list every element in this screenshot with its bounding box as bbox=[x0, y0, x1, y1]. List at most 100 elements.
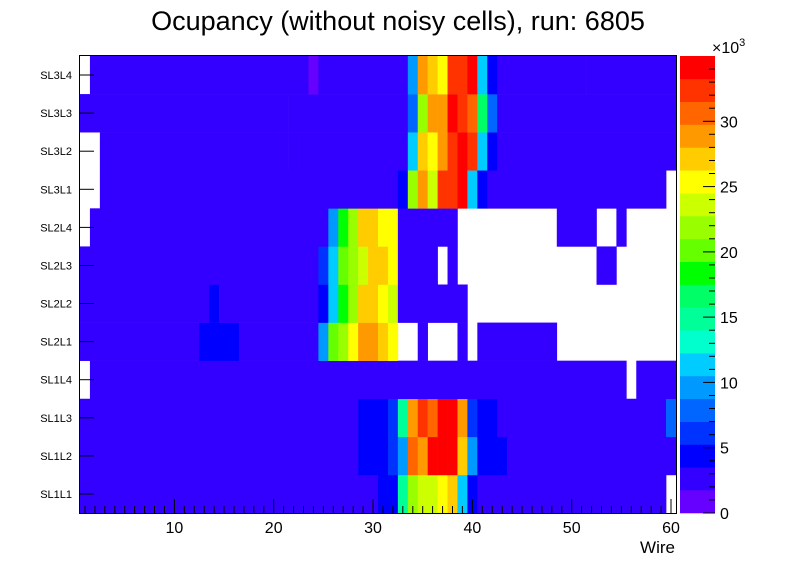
color-scale-exponent-base: ×10 bbox=[712, 40, 739, 57]
x-tick-label: 10 bbox=[166, 520, 184, 537]
heatmap-cell bbox=[397, 208, 458, 247]
heatmap-cell bbox=[457, 56, 468, 95]
heatmap-cell bbox=[666, 398, 677, 438]
heatmap-cell bbox=[447, 132, 458, 171]
heatmap-cell bbox=[417, 132, 428, 171]
color-scale-swatch bbox=[680, 56, 715, 80]
heatmap-cell bbox=[437, 170, 448, 209]
heatmap-cell bbox=[338, 284, 349, 323]
heatmap-cell bbox=[606, 170, 667, 209]
heatmap-cell bbox=[288, 94, 409, 133]
heatmap-cell bbox=[358, 246, 369, 285]
heatmap-cell bbox=[378, 474, 389, 514]
heatmap-cell bbox=[457, 132, 468, 171]
color-scale-swatch bbox=[680, 284, 715, 308]
heatmap-cell bbox=[338, 208, 349, 247]
heatmap-cell bbox=[407, 56, 419, 95]
heatmap-cell bbox=[348, 284, 359, 323]
heatmap-cell bbox=[407, 398, 419, 438]
y-tick-label: SL3L1 bbox=[40, 184, 72, 196]
color-scale-swatch bbox=[680, 421, 715, 445]
heatmap-cell bbox=[477, 398, 488, 438]
heatmap-cell bbox=[437, 436, 448, 476]
heatmap-cell bbox=[477, 322, 558, 361]
chart-title: Ocupancy (without noisy cells), run: 680… bbox=[151, 6, 645, 36]
color-scale-exponent-power: 3 bbox=[739, 37, 745, 49]
y-tick-label: SL2L2 bbox=[40, 299, 72, 311]
y-tick-label: SL2L4 bbox=[40, 222, 72, 234]
heatmap-cell bbox=[487, 94, 498, 133]
color-scale-swatch bbox=[680, 375, 715, 400]
heatmap-cell bbox=[427, 398, 438, 438]
z-tick-label: 5 bbox=[720, 441, 729, 458]
heatmap-cell bbox=[238, 322, 319, 361]
heatmap-cell bbox=[358, 208, 379, 247]
x-axis-ticks: 10 20 30 40 50 60 bbox=[84, 499, 680, 537]
color-scale-swatch bbox=[680, 353, 715, 377]
heatmap-cell bbox=[467, 436, 478, 476]
heatmap-cells bbox=[80, 56, 677, 514]
color-scale-swatch bbox=[680, 238, 715, 262]
heatmap-cell bbox=[89, 360, 627, 400]
heatmap-cell bbox=[387, 246, 399, 285]
heatmap-cell bbox=[427, 94, 438, 133]
color-scale-swatch bbox=[680, 170, 715, 194]
heatmap-cell bbox=[209, 284, 220, 323]
heatmap-cell bbox=[487, 398, 498, 438]
heatmap-cell bbox=[457, 398, 468, 438]
heatmap-cell bbox=[497, 94, 528, 133]
y-tick-label: SL3L3 bbox=[40, 108, 72, 120]
heatmap-cell bbox=[219, 284, 319, 323]
heatmap-cell bbox=[467, 170, 478, 209]
heatmap-cell bbox=[397, 284, 468, 323]
heatmap-cell bbox=[89, 208, 329, 247]
heatmap-cell bbox=[378, 322, 389, 361]
z-tick-label: 0 bbox=[720, 506, 729, 523]
heatmap-cell bbox=[80, 322, 200, 361]
heatmap-cell bbox=[80, 284, 210, 323]
z-tick-label: 25 bbox=[720, 180, 738, 197]
heatmap-cell bbox=[447, 94, 458, 133]
heatmap-cell bbox=[387, 474, 399, 514]
heatmap-cell bbox=[606, 56, 677, 95]
x-tick-label: 40 bbox=[464, 520, 482, 537]
heatmap-cell bbox=[467, 56, 478, 95]
color-scale-exponent: ×103 bbox=[712, 37, 745, 57]
heatmap-cell bbox=[437, 56, 448, 95]
y-tick-label: SL3L4 bbox=[40, 70, 72, 82]
z-tick-label: 30 bbox=[720, 114, 738, 131]
y-tick-label: SL1L4 bbox=[40, 375, 72, 387]
heatmap-cell bbox=[447, 436, 458, 476]
heatmap-cell bbox=[288, 132, 299, 171]
heatmap-cell bbox=[318, 56, 329, 95]
heatmap-cell bbox=[467, 398, 478, 438]
heatmap-cell bbox=[278, 132, 289, 171]
heatmap-cell bbox=[348, 322, 359, 361]
heatmap-cell bbox=[467, 94, 478, 133]
x-tick-label: 30 bbox=[364, 520, 382, 537]
y-tick-label: SL1L3 bbox=[40, 413, 72, 425]
heatmap-cell bbox=[527, 94, 538, 133]
heatmap-cell bbox=[437, 94, 448, 133]
heatmap-cell bbox=[199, 322, 240, 361]
x-tick-label: 60 bbox=[662, 520, 680, 537]
color-scale-swatch bbox=[680, 101, 715, 125]
plot-frame bbox=[79, 55, 677, 514]
heatmap-cell bbox=[378, 208, 389, 247]
heatmap-cell bbox=[457, 170, 468, 209]
color-scale-swatch bbox=[680, 147, 715, 171]
heatmap-cell bbox=[80, 246, 319, 285]
heatmap-cell bbox=[407, 474, 419, 514]
color-scale-swatch bbox=[680, 193, 715, 217]
color-scale-swatch bbox=[680, 261, 715, 285]
heatmap-cell bbox=[378, 284, 389, 323]
heatmap-cell bbox=[487, 56, 498, 95]
heatmap-cell bbox=[387, 398, 399, 438]
heatmap-cell bbox=[477, 436, 488, 476]
color-scale-swatch bbox=[680, 307, 715, 331]
color-scale-swatch bbox=[680, 330, 715, 354]
heatmap-cell bbox=[447, 246, 458, 285]
heatmap-cell bbox=[397, 398, 409, 438]
heatmap-cell bbox=[477, 94, 488, 133]
heatmap-cell bbox=[636, 360, 677, 400]
